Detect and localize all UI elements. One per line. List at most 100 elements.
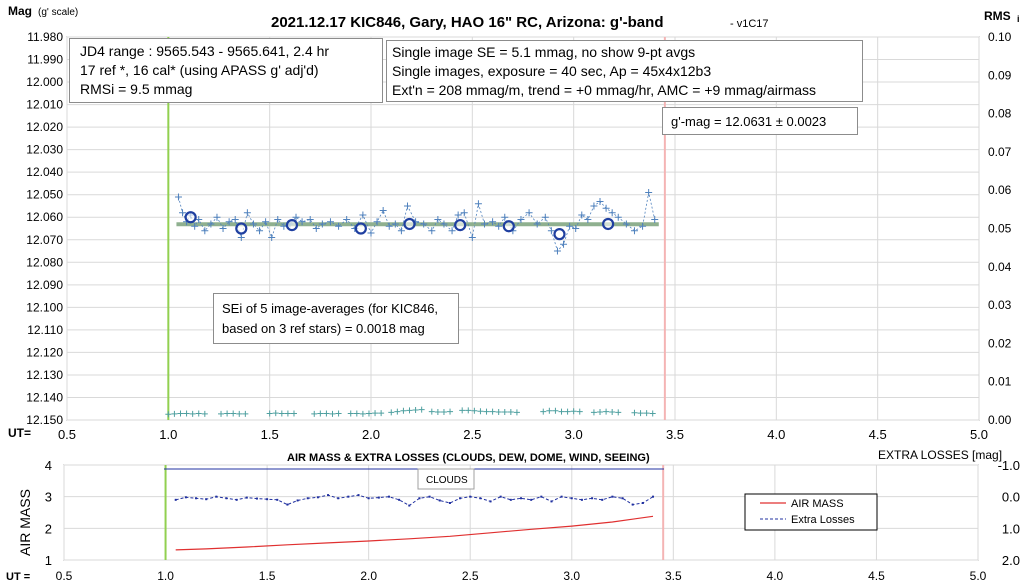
single-image-point bbox=[578, 211, 586, 219]
single-image-point bbox=[318, 220, 326, 228]
rms-point bbox=[388, 409, 395, 416]
extra-losses-point bbox=[296, 499, 299, 502]
extra-losses-point bbox=[184, 496, 187, 499]
airmass-xtick-label: 4.0 bbox=[767, 569, 784, 583]
main-xlabel: UT= bbox=[8, 426, 31, 440]
rms-point bbox=[631, 409, 638, 416]
main-xtick-label: 0.5 bbox=[58, 427, 76, 442]
extra-losses-point bbox=[327, 494, 330, 497]
single-image-point bbox=[391, 220, 399, 228]
single-image-point bbox=[517, 215, 525, 223]
extra-losses-point bbox=[509, 498, 512, 501]
airmass-ytick-label: 1 bbox=[45, 553, 52, 568]
main-ytick-label: 12.010 bbox=[26, 98, 63, 112]
main-ytick-label: 12.080 bbox=[26, 255, 63, 269]
main-xtick-label: 3.0 bbox=[565, 427, 583, 442]
main-xtick-label: 4.5 bbox=[869, 427, 887, 442]
single-image-point bbox=[237, 234, 245, 242]
single-image-point bbox=[343, 215, 351, 223]
rms-point bbox=[615, 409, 622, 416]
rms-point bbox=[597, 408, 604, 415]
extra-losses-point bbox=[306, 497, 309, 500]
rms-point bbox=[649, 410, 656, 417]
extra-losses-point bbox=[469, 495, 472, 498]
extra-losses-point bbox=[652, 495, 655, 498]
single-image-point bbox=[174, 193, 182, 201]
main-ylabel-right: RMS bbox=[984, 9, 1011, 23]
single-image-point bbox=[590, 202, 598, 210]
clouds-label-box bbox=[417, 468, 475, 490]
rms-point bbox=[418, 406, 425, 413]
airmass-ytick-right-label: -1.0 bbox=[998, 458, 1020, 473]
airmass-xtick-label: 0.5 bbox=[56, 569, 73, 583]
airmass-y-ticks-right: -1.0 0.0 1.0 2.0 bbox=[998, 458, 1020, 568]
rms-point bbox=[513, 409, 520, 416]
rms-point bbox=[459, 407, 466, 414]
rms-point bbox=[183, 410, 190, 417]
airmass-xtick-label: 3.5 bbox=[665, 569, 682, 583]
single-image-point bbox=[420, 220, 428, 228]
airmass-series bbox=[174, 494, 655, 551]
main-xtick-label: 1.0 bbox=[159, 427, 177, 442]
extra-losses-point bbox=[438, 499, 441, 502]
single-image-point bbox=[560, 240, 568, 248]
extra-losses-point bbox=[316, 496, 319, 499]
airmass-x-ticks: 0.5 1.0 1.5 2.0 2.5 3.0 3.5 4.0 4.5 5.0 bbox=[56, 569, 987, 583]
main-ytick-label: 12.060 bbox=[26, 210, 63, 224]
single-image-point bbox=[207, 220, 215, 228]
average-point bbox=[553, 228, 566, 241]
extra-losses-point bbox=[448, 502, 451, 504]
rms-point bbox=[507, 408, 514, 415]
single-image-point bbox=[249, 220, 257, 228]
main-ytick-right-label: 0.02 bbox=[988, 336, 1012, 350]
single-image-point bbox=[219, 225, 227, 232]
single-image-point bbox=[268, 234, 276, 242]
main-ytick-right-label: 0.06 bbox=[988, 183, 1012, 197]
extra-losses-point bbox=[641, 502, 644, 504]
main-title-suffix: - v1C17 bbox=[730, 18, 769, 30]
single-image-point bbox=[489, 218, 497, 226]
main-ytick-label: 12.030 bbox=[26, 143, 63, 157]
rms-point bbox=[365, 410, 372, 417]
single-image-point bbox=[630, 227, 638, 235]
rms-point bbox=[347, 410, 354, 417]
legend-extra-label: Extra Losses bbox=[791, 514, 855, 526]
single-image-point bbox=[553, 247, 561, 255]
extra-losses-point bbox=[215, 495, 218, 498]
airmass-xlabel: UT = bbox=[6, 571, 30, 583]
extra-losses-point bbox=[550, 500, 553, 503]
main-ytick-right-label: 0.05 bbox=[988, 222, 1012, 236]
gmag-result: g'-mag = 12.0631 ± 0.0023 bbox=[671, 114, 827, 129]
rms-point bbox=[335, 410, 342, 417]
extra-losses-point bbox=[499, 495, 502, 498]
single-image-point bbox=[474, 200, 482, 208]
main-xtick-label: 2.0 bbox=[362, 427, 380, 442]
extra-losses-point bbox=[174, 498, 177, 501]
extra-losses-line bbox=[175, 494, 654, 507]
jd-range-line: JD4 range : 9565.543 - 9565.641, 2.4 hr bbox=[80, 43, 330, 59]
single-image-point bbox=[231, 215, 239, 223]
extra-losses-point bbox=[387, 495, 390, 498]
rms-series bbox=[165, 406, 656, 418]
single-image-point bbox=[213, 213, 221, 221]
rms-point bbox=[603, 408, 610, 415]
main-ytick-right-label: 0.00 bbox=[988, 413, 1012, 427]
sei-line-1: SEi of 5 image-averages (for KIC846, bbox=[222, 301, 439, 316]
rms-point bbox=[266, 410, 273, 417]
average-point bbox=[403, 217, 416, 231]
extra-losses-point bbox=[479, 497, 482, 500]
single-image-point bbox=[191, 222, 199, 230]
rms-point bbox=[558, 408, 565, 415]
average-point bbox=[285, 219, 299, 232]
rms-point bbox=[609, 408, 616, 415]
main-x-ticks: 0.5 1.0 1.5 2.0 2.5 3.0 3.5 4.0 4.5 5.0 bbox=[58, 427, 988, 442]
rms-point bbox=[278, 410, 285, 417]
single-image-se-line: Single image SE = 5.1 mmag, no show 9-pt… bbox=[392, 44, 696, 60]
extra-losses-point bbox=[367, 497, 370, 500]
rms-point bbox=[323, 410, 330, 417]
main-y-ticks: 11.980 11.990 12.000 12.010 12.020 12.030 12.0… bbox=[26, 30, 63, 427]
single-image-point bbox=[335, 222, 343, 230]
single-image-point bbox=[622, 220, 630, 228]
airmass-ylabel-left: AIR MASS bbox=[17, 489, 33, 556]
single-image-point bbox=[225, 218, 233, 226]
